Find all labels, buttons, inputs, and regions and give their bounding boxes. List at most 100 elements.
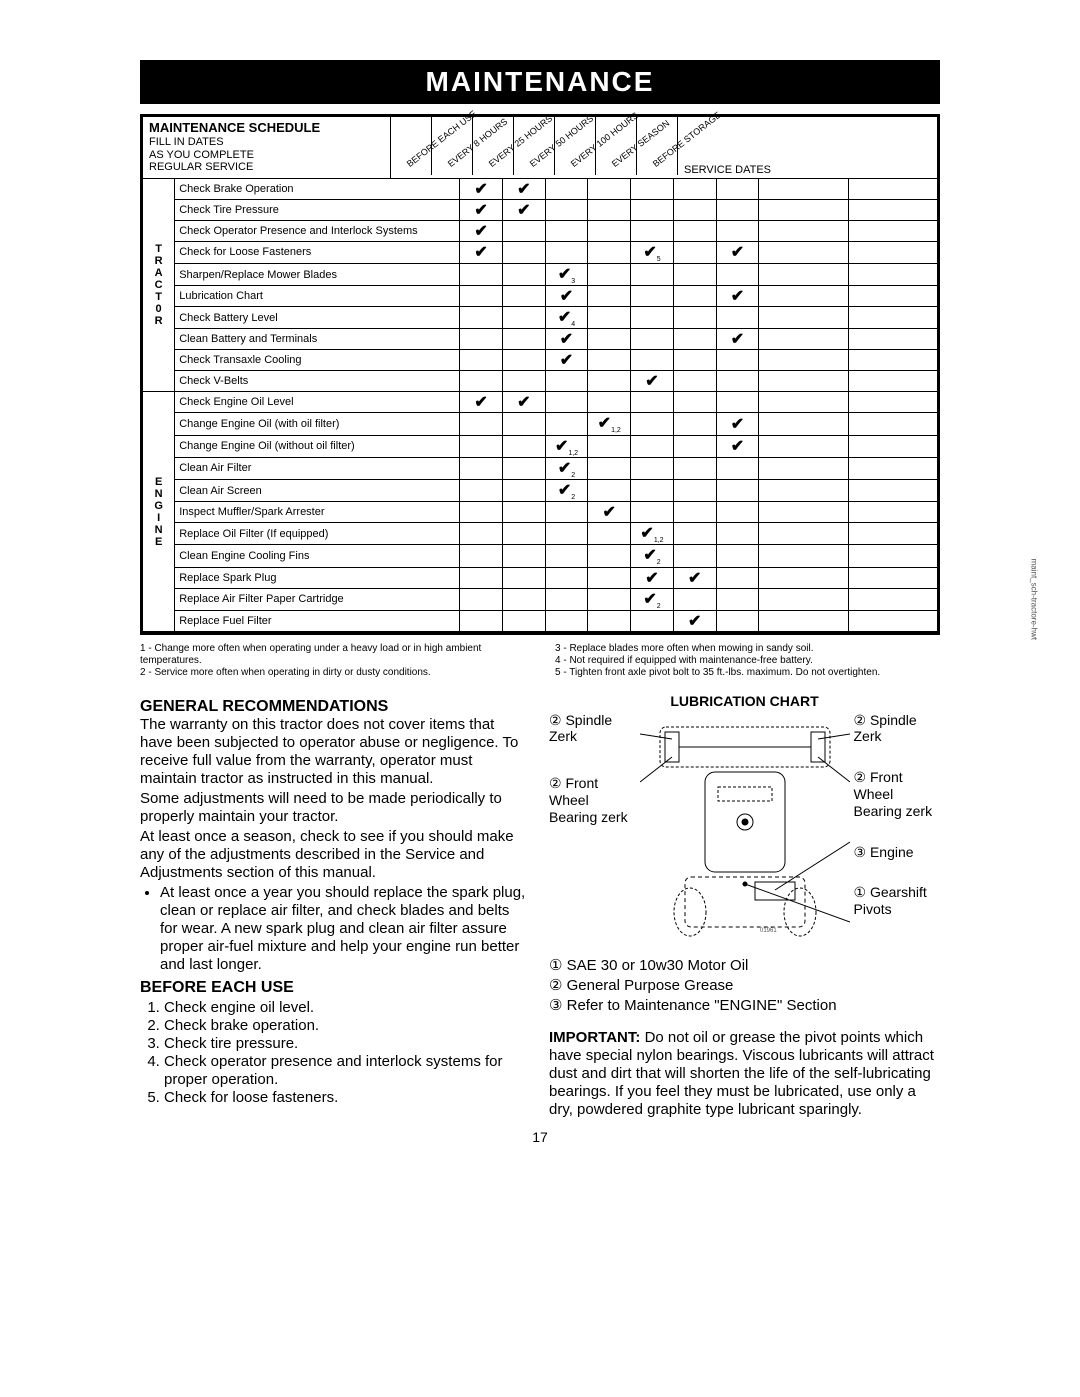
general-p2: Some adjustments will need to be made pe… <box>140 790 531 826</box>
service-date-cell <box>759 307 848 329</box>
important-note: IMPORTANT: Do not oil or grease the pivo… <box>549 1029 940 1119</box>
service-date-cell <box>848 457 937 479</box>
check-cell <box>673 523 716 545</box>
check-cell: ✔ <box>545 286 588 307</box>
svg-text:01961: 01961 <box>760 928 777 934</box>
before-heading: BEFORE EACH USE <box>140 978 531 997</box>
check-cell <box>545 502 588 523</box>
check-cell <box>460 264 503 286</box>
check-cell <box>588 435 631 457</box>
legend-item: ③ Refer to Maintenance "ENGINE" Section <box>549 997 940 1015</box>
footnotes: 1 - Change more often when operating und… <box>140 643 940 679</box>
check-cell <box>460 350 503 371</box>
check-cell <box>673 502 716 523</box>
check-cell: ✔ <box>716 435 759 457</box>
check-cell <box>588 545 631 567</box>
schedule-row: Sharpen/Replace Mower Blades✔3 <box>143 264 937 286</box>
schedule-row: TRACT0RCheck Brake Operation✔✔ <box>143 179 937 200</box>
before-item: Check engine oil level. <box>164 999 531 1017</box>
general-p1: The warranty on this tractor does not co… <box>140 716 531 788</box>
check-cell <box>716 179 759 200</box>
check-cell <box>460 523 503 545</box>
service-dates-head: SERVICE DATES <box>678 117 937 178</box>
check-cell <box>588 241 631 263</box>
check-cell: ✔ <box>502 179 545 200</box>
check-cell: ✔ <box>460 199 503 220</box>
page-number: 17 <box>60 1129 1020 1145</box>
check-cell <box>631 264 674 286</box>
service-date-cell <box>848 479 937 501</box>
schedule-row: Change Engine Oil (without oil filter)✔1… <box>143 435 937 457</box>
before-item: Check operator presence and interlock sy… <box>164 1053 531 1089</box>
schedule-row: Check Operator Presence and Interlock Sy… <box>143 220 937 241</box>
check-cell <box>588 307 631 329</box>
service-date-cell <box>848 179 937 200</box>
footnotes-left: 1 - Change more often when operating und… <box>140 643 525 679</box>
service-date-cell <box>848 241 937 263</box>
check-cell <box>502 307 545 329</box>
schedule-row: Check Tire Pressure✔✔ <box>143 199 937 220</box>
lub-wheel-left: ② Front Wheel Bearing zerk <box>549 775 636 825</box>
before-item: Check for loose fasteners. <box>164 1089 531 1107</box>
check-cell <box>502 610 545 631</box>
task-cell: Change Engine Oil (with oil filter) <box>175 413 460 435</box>
schedule-row: Clean Air Filter✔2 <box>143 457 937 479</box>
task-cell: Sharpen/Replace Mower Blades <box>175 264 460 286</box>
legend-item: ① SAE 30 or 10w30 Motor Oil <box>549 957 940 975</box>
col-head-1: EVERY 8 HOURS <box>432 117 473 175</box>
check-cell <box>460 479 503 501</box>
check-cell <box>631 329 674 350</box>
lub-labels-right: ② Spindle Zerk ② Front Wheel Bearing zer… <box>854 712 941 918</box>
schedule-row: Lubrication Chart✔✔ <box>143 286 937 307</box>
col-head-0: BEFORE EACH USE <box>391 117 432 175</box>
check-cell <box>502 413 545 435</box>
check-cell <box>502 241 545 263</box>
check-cell <box>631 307 674 329</box>
check-cell <box>545 588 588 610</box>
important-label: IMPORTANT: <box>549 1029 640 1046</box>
check-cell: ✔ <box>673 567 716 588</box>
service-date-cell <box>759 329 848 350</box>
check-cell <box>545 392 588 413</box>
check-cell: ✔ <box>460 241 503 263</box>
check-cell <box>631 392 674 413</box>
before-item: Check tire pressure. <box>164 1035 531 1053</box>
schedule-title: MAINTENANCE SCHEDULE <box>149 121 384 136</box>
check-cell <box>588 479 631 501</box>
check-cell <box>588 392 631 413</box>
col-head-4: EVERY 100 HOURS <box>555 117 596 175</box>
check-cell <box>673 392 716 413</box>
service-date-cell <box>759 435 848 457</box>
service-date-cell <box>848 307 937 329</box>
check-cell <box>716 199 759 220</box>
check-cell <box>716 264 759 286</box>
check-cell <box>673 545 716 567</box>
check-cell <box>460 435 503 457</box>
service-date-cell <box>848 413 937 435</box>
check-cell: ✔ <box>545 350 588 371</box>
check-cell <box>502 479 545 501</box>
check-cell <box>716 307 759 329</box>
service-date-cell <box>848 286 937 307</box>
check-cell <box>460 329 503 350</box>
check-cell <box>588 588 631 610</box>
lub-gearshift: ① Gearshift Pivots <box>854 884 941 918</box>
check-cell: ✔ <box>673 610 716 631</box>
general-bullets: At least once a year you should replace … <box>140 884 531 974</box>
lub-wheel-right: ② Front Wheel Bearing zerk <box>854 769 941 819</box>
check-cell: ✔4 <box>545 307 588 329</box>
schedule-row: Replace Fuel Filter✔ <box>143 610 937 631</box>
check-cell <box>545 371 588 392</box>
service-date-cell <box>848 588 937 610</box>
check-cell <box>673 286 716 307</box>
left-column: GENERAL RECOMMENDATIONS The warranty on … <box>140 693 531 1122</box>
schedule-row: Check Transaxle Cooling✔ <box>143 350 937 371</box>
check-cell <box>716 502 759 523</box>
check-cell <box>716 457 759 479</box>
check-cell <box>716 588 759 610</box>
check-cell <box>502 329 545 350</box>
check-cell <box>631 479 674 501</box>
check-cell: ✔2 <box>545 479 588 501</box>
service-date-cell <box>848 502 937 523</box>
service-date-cell <box>759 199 848 220</box>
